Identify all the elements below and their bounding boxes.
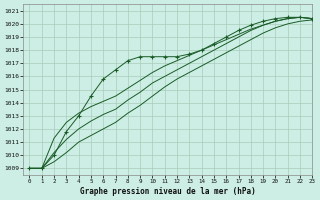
X-axis label: Graphe pression niveau de la mer (hPa): Graphe pression niveau de la mer (hPa) xyxy=(80,187,256,196)
